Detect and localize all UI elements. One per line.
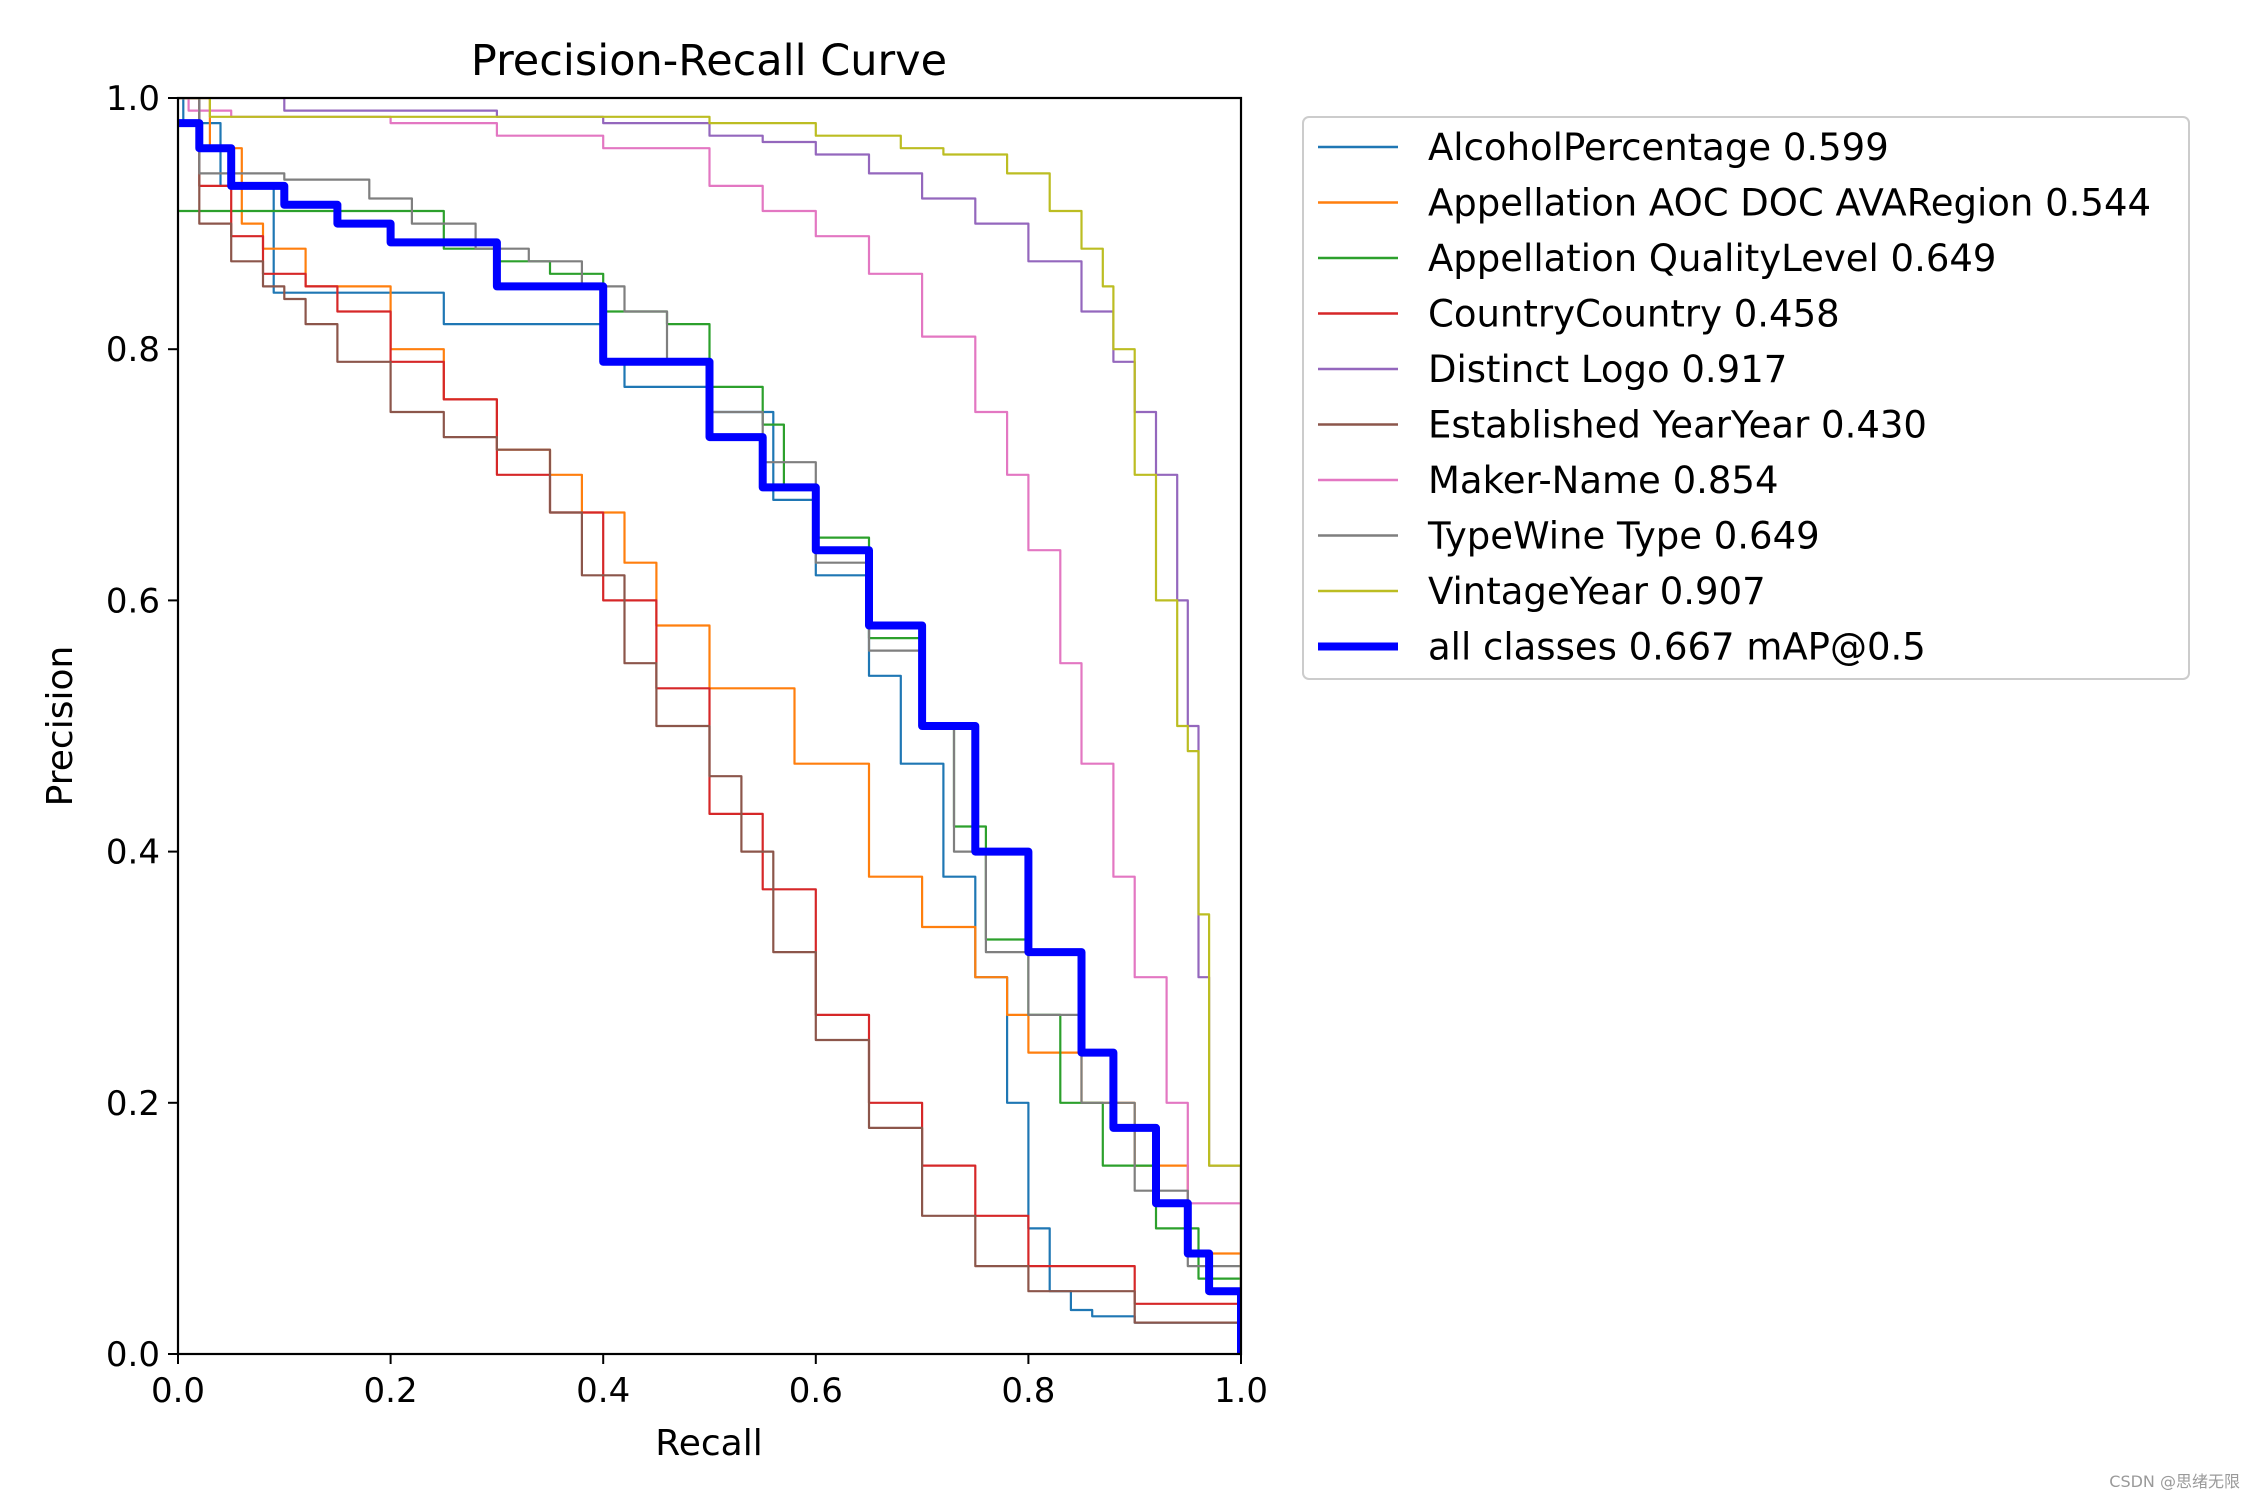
watermark: CSDN @思绪无限 — [2109, 1472, 2240, 1491]
y-tick-label: 0.2 — [106, 1084, 160, 1124]
legend-label: AlcoholPercentage 0.599 — [1428, 126, 1889, 169]
x-tick-label: 0.8 — [1001, 1371, 1055, 1411]
y-tick-label: 0.8 — [106, 330, 160, 370]
series-line-5 — [178, 98, 1241, 1354]
legend-frame — [1302, 116, 2190, 680]
y-tick-label: 1.0 — [106, 79, 160, 119]
x-axis-label: Recall — [655, 1423, 762, 1464]
legend-label: TypeWine Type 0.649 — [1427, 515, 1820, 558]
legend-label: Appellation QualityLevel 0.649 — [1428, 237, 1996, 280]
series-line-3 — [178, 98, 1241, 1354]
x-tick-label: 0.2 — [364, 1371, 418, 1411]
chart-title: Precision-Recall Curve — [471, 36, 947, 86]
y-tick-label: 0.6 — [106, 581, 160, 621]
x-tick-label: 1.0 — [1214, 1371, 1268, 1411]
legend: AlcoholPercentage 0.599 Appellation AOC D… — [1302, 116, 2190, 680]
legend-label: all classes 0.667 mAP@0.5 — [1428, 626, 1926, 669]
y-axis-label: Precision — [40, 646, 81, 807]
x-tick-label: 0.6 — [789, 1371, 843, 1411]
series-line-6 — [178, 98, 1241, 1354]
y-tick-label: 0.4 — [106, 833, 160, 873]
x-tick-label: 0.4 — [576, 1371, 630, 1411]
plot-frame — [176, 96, 1243, 1356]
series-line-9 — [178, 119, 1241, 1354]
legend-label: Distinct Logo 0.917 — [1428, 348, 1787, 391]
legend-label: Established YearYear 0.430 — [1428, 404, 1927, 447]
x-axis-ticks: 0.0 0.2 0.4 0.6 0.8 1.0 — [151, 1354, 1268, 1411]
series-layer — [178, 98, 1241, 1354]
series-line-8 — [178, 98, 1241, 1354]
legend-label: Maker-Name 0.854 — [1428, 459, 1779, 502]
legend-label: Appellation AOC DOC AVARegion 0.544 — [1428, 182, 2151, 225]
y-axis-ticks: 0.0 0.2 0.4 0.6 0.8 1.0 — [106, 79, 178, 1375]
x-tick-label: 0.0 — [151, 1371, 205, 1411]
legend-label: CountryCountry 0.458 — [1428, 293, 1840, 336]
legend-label: VintageYear 0.907 — [1428, 570, 1766, 613]
y-tick-label: 0.0 — [106, 1335, 160, 1375]
